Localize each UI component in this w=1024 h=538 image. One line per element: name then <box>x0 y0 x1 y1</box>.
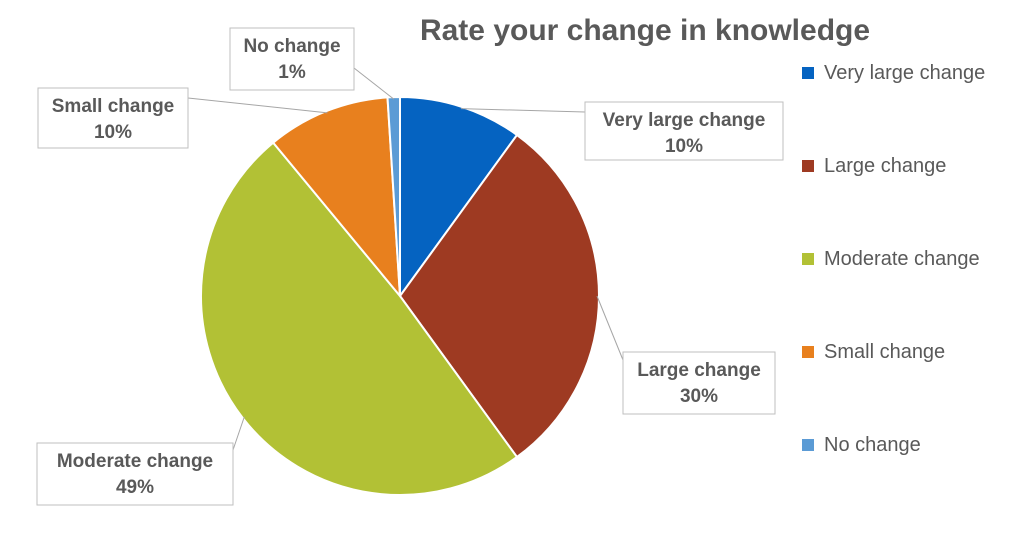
data-label-box-large-change <box>622 351 776 415</box>
leader-line-no-change <box>353 67 395 100</box>
data-label-name-moderate-change: Moderate change <box>57 451 213 472</box>
data-label-box-moderate-change <box>36 442 234 506</box>
pie-slice-no-change <box>386 95 401 297</box>
legend-label-moderate-change: Moderate change <box>824 247 980 270</box>
pie-slice-large-change <box>398 133 600 459</box>
chart-title: Rate your change in knowledge <box>419 14 871 47</box>
leader-line-large-change <box>596 295 624 361</box>
legend-label-small-change: Small change <box>824 340 946 363</box>
data-label-box-no-change <box>229 27 355 91</box>
legend-label-no-change: No change <box>824 433 921 456</box>
legend-item-large-change: Large change <box>802 151 946 181</box>
pie-slice-moderate-change <box>200 141 519 496</box>
data-label-box-very-large-change <box>584 101 784 161</box>
data-label-small-change: Small change 10% <box>37 87 189 149</box>
data-label-moderate-change: Moderate change 49% <box>36 442 234 506</box>
pie-slice-very-large-change <box>399 95 519 300</box>
legend-swatch-no-change <box>802 439 814 451</box>
legend-label-very-large-change: Very large change <box>824 61 986 84</box>
data-label-value-moderate-change: 49% <box>116 477 154 498</box>
data-label-name-very-large-change: Very large change <box>603 110 766 131</box>
legend-swatch-moderate-change <box>802 253 814 265</box>
data-label-name-small-change: Small change <box>52 96 175 117</box>
data-label-name-large-change: Large change <box>637 360 761 381</box>
data-label-value-very-large-change: 10% <box>665 136 703 157</box>
data-label-value-small-change: 10% <box>94 122 132 143</box>
data-label-value-large-change: 30% <box>680 386 718 407</box>
data-label-name-no-change: No change <box>243 36 340 57</box>
legend-item-small-change: Small change <box>802 337 945 367</box>
legend-item-no-change: No change <box>802 430 921 460</box>
legend-item-moderate-change: Moderate change <box>802 244 980 274</box>
legend-swatch-very-large-change <box>802 67 814 79</box>
legend-label-large-change: Large change <box>824 154 947 177</box>
leader-line-small-change <box>187 97 328 114</box>
data-label-box-small-change <box>37 87 189 149</box>
leader-line-very-large-change <box>460 108 586 113</box>
data-label-no-change: No change 1% <box>229 27 355 91</box>
leader-line-moderate-change <box>232 416 245 451</box>
legend-swatch-large-change <box>802 160 814 172</box>
data-label-value-no-change: 1% <box>278 62 306 83</box>
legend-item-very-large-change: Very large change <box>802 58 985 88</box>
legend-swatch-small-change <box>802 346 814 358</box>
data-label-large-change: Large change 30% <box>622 351 776 415</box>
pie-slice-small-change <box>271 96 402 300</box>
data-label-very-large-change: Very large change 10% <box>584 101 784 161</box>
